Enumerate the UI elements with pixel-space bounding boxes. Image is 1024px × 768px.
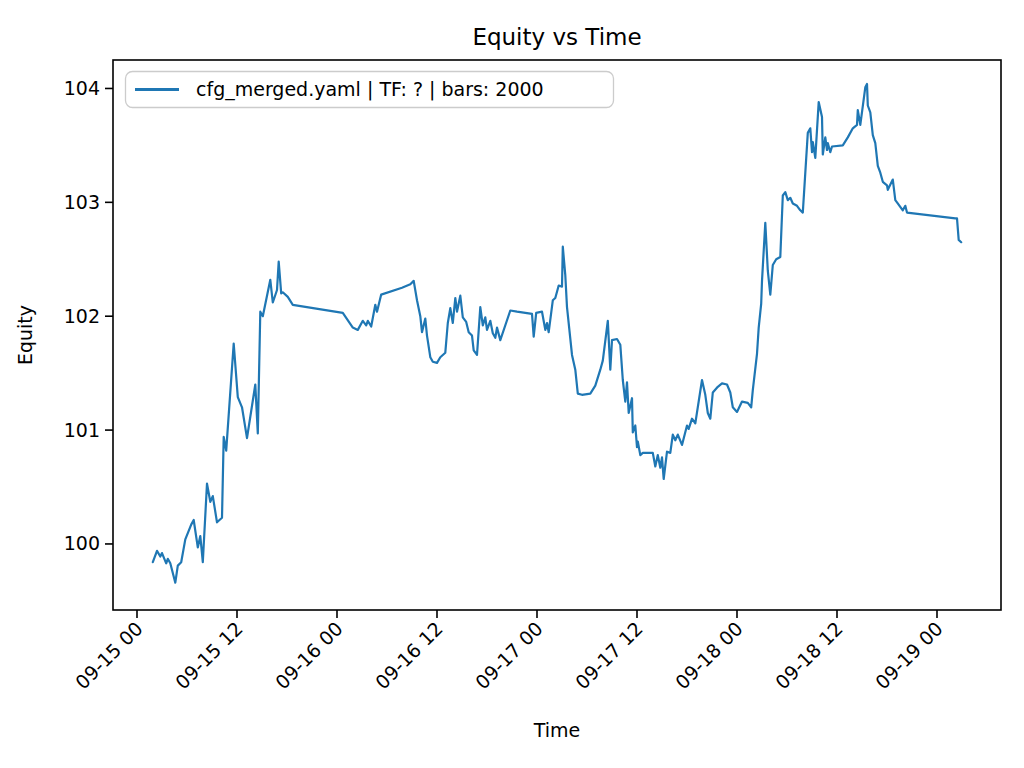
x-axis-ticks: 09-15 00 09-15 12 09-16 00 09-16 12 09-17 00… [71,610,947,693]
x-tick-label: 09-15 12 [171,617,247,693]
y-axis-label: Equity [14,305,36,365]
figure-canvas: Equity vs Time 09-15 0009-15 1209-16 000… [0,0,1024,768]
y-tick-label: 103 [64,191,100,213]
equity-chart: Equity vs Time 09-15 0009-15 1209-16 000… [0,0,1024,768]
chart-title: Equity vs Time [472,24,641,50]
y-tick-label: 104 [64,77,100,99]
y-tick-label: 100 [64,532,100,554]
y-axis-ticks: 100 101 102 103 104 [64,77,113,554]
x-tick-label: 09-18 00 [671,617,747,693]
x-tick-label: 09-16 00 [271,617,347,693]
x-tick-label: 09-19 00 [871,617,947,693]
x-tick-label: 09-15 00 [71,617,147,693]
y-tick-label: 102 [64,305,100,327]
legend-label: cfg_merged.yaml | TF: ? | bars: 2000 [196,78,544,101]
x-tick-label: 09-17 12 [571,617,647,693]
x-tick-label: 09-18 12 [771,617,847,693]
legend: cfg_merged.yaml | TF: ? | bars: 2000 [126,72,614,108]
x-tick-label: 09-16 12 [371,617,447,693]
plot-area-border [113,60,1001,610]
x-tick-label: 09-17 00 [471,617,547,693]
y-tick-label: 101 [64,419,100,441]
equity-line [153,84,961,583]
x-axis-label: Time [533,719,581,741]
